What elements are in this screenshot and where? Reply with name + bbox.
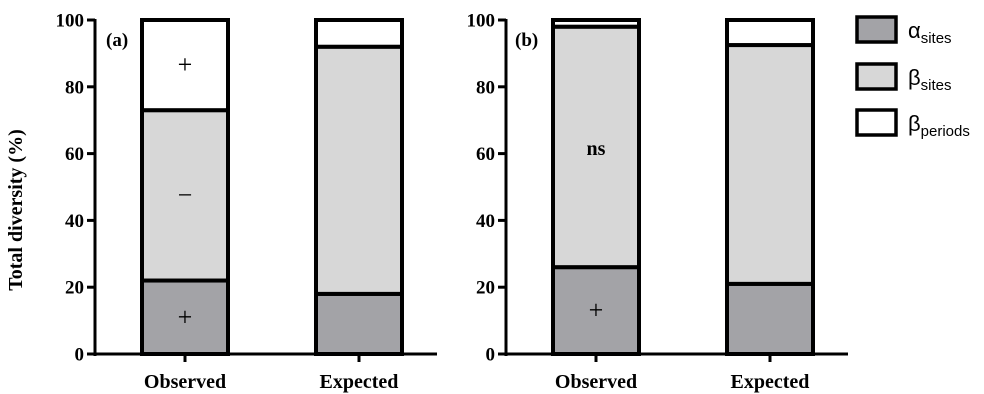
- y-tick-label: 20: [65, 278, 84, 299]
- y-axis-title-group: Total diversity (%): [5, 129, 27, 290]
- y-tick-label: 0: [486, 345, 496, 366]
- category-label: Observed: [144, 371, 226, 393]
- panel-tag: (b): [515, 30, 538, 51]
- legend-swatch: [855, 62, 898, 91]
- legend-symbol: α: [908, 18, 921, 43]
- legend-label: βsites: [908, 65, 952, 94]
- category-label: Observed: [555, 371, 637, 393]
- legend-subscript: periods: [921, 123, 970, 140]
- y-tick-label: 60: [476, 144, 495, 165]
- category-label: Expected: [320, 371, 399, 393]
- legend-label: αsites: [908, 18, 952, 47]
- y-tick-label: 80: [65, 77, 84, 98]
- panel-tag: (a): [106, 30, 128, 51]
- y-tick-label: 60: [65, 144, 84, 165]
- bar-segment: [551, 18, 641, 29]
- y-tick-label: 40: [65, 211, 84, 232]
- bar-segment: [725, 18, 815, 48]
- legend-symbol: β: [908, 65, 921, 90]
- bar-segment: [140, 108, 230, 283]
- significance-annotation: −: [178, 180, 193, 209]
- y-tick-label: 20: [476, 278, 495, 299]
- panel-b: + ns Observed Expected 0 20 40 60 80 100 (b): [467, 11, 848, 393]
- y-tick-label: 0: [75, 345, 85, 366]
- significance-annotation: ns: [587, 138, 606, 160]
- category-label: Expected: [731, 371, 810, 393]
- y-axis-title: Total diversity (%): [5, 129, 27, 290]
- bar-segment: [725, 281, 815, 356]
- legend-label: βperiods: [908, 111, 970, 140]
- legend-subscript: sites: [921, 77, 952, 94]
- y-tick-label: 100: [467, 11, 496, 32]
- panel-a: + − + Observed Expected 0 20 40 60 80 100 (a): [56, 11, 437, 393]
- bar-segment: [551, 24, 641, 270]
- bar-segment: [314, 44, 404, 296]
- bar-segment: [314, 18, 404, 49]
- y-tick-label: 40: [476, 211, 495, 232]
- legend-symbol: β: [908, 111, 921, 136]
- legend-swatch: [855, 108, 898, 137]
- significance-annotation: +: [589, 296, 604, 325]
- legend-swatch: [855, 15, 898, 44]
- legend-subscript: sites: [921, 30, 952, 47]
- significance-annotation: +: [178, 50, 193, 79]
- significance-annotation: +: [178, 302, 193, 331]
- bar-segment: [314, 291, 404, 357]
- bar-segment: [725, 43, 815, 286]
- y-tick-label: 80: [476, 77, 495, 98]
- bar-segment: [551, 265, 641, 356]
- y-tick-label: 100: [56, 11, 85, 32]
- bar-segment: [140, 18, 230, 113]
